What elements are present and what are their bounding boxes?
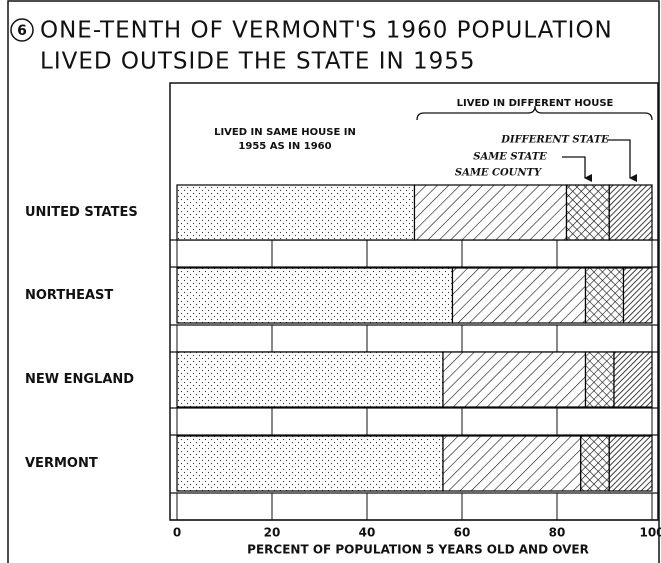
bar-segment bbox=[451, 267, 587, 324]
brace bbox=[416, 105, 653, 121]
x-tick-label: 20 bbox=[264, 526, 281, 540]
bar-segment bbox=[176, 351, 444, 408]
bar-segment bbox=[608, 435, 653, 492]
category-label: UNITED STATES bbox=[25, 205, 138, 220]
series-label: LIVED IN SAME HOUSE IN 1955 AS IN 1960 bbox=[214, 127, 356, 152]
category-label: VERMONT bbox=[25, 456, 98, 471]
bar-segment bbox=[565, 184, 610, 241]
bar-segment bbox=[584, 351, 615, 408]
bar-segment bbox=[608, 184, 653, 241]
bar-segment bbox=[442, 435, 582, 492]
group-label: LIVED IN DIFFERENT HOUSE bbox=[457, 98, 614, 109]
series-label: SAME COUNTY bbox=[455, 168, 542, 179]
bar-segment bbox=[176, 267, 454, 324]
figure-number: 6 bbox=[17, 23, 27, 39]
x-axis-label: PERCENT OF POPULATION 5 YEARS OLD AND OV… bbox=[247, 543, 589, 557]
title-line: LIVED OUTSIDE THE STATE IN 1955 bbox=[40, 49, 476, 75]
x-tick-label: 100 bbox=[639, 526, 661, 540]
title-line: ONE-TENTH OF VERMONT'S 1960 POPULATION bbox=[40, 18, 613, 44]
arrow bbox=[607, 139, 637, 182]
bar-segment bbox=[442, 351, 587, 408]
arrow bbox=[562, 156, 592, 182]
bar-segment bbox=[613, 351, 653, 408]
x-tick-label: 40 bbox=[359, 526, 376, 540]
bar-segment bbox=[584, 267, 625, 324]
series-label: SAME STATE bbox=[473, 152, 547, 163]
x-tick-label: 60 bbox=[454, 526, 471, 540]
bar-segment bbox=[176, 184, 416, 241]
bar-segment bbox=[176, 435, 444, 492]
category-label: NORTHEAST bbox=[25, 288, 113, 303]
bar-segment bbox=[622, 267, 653, 324]
bar-segment bbox=[413, 184, 568, 241]
figure-badge bbox=[10, 18, 34, 42]
frame bbox=[7, 0, 660, 563]
x-tick-label: 80 bbox=[549, 526, 566, 540]
x-tick-label: 0 bbox=[173, 526, 181, 540]
category-label: NEW ENGLAND bbox=[25, 372, 134, 387]
bar-segment bbox=[580, 435, 610, 492]
series-label: DIFFERENT STATE bbox=[500, 135, 609, 146]
